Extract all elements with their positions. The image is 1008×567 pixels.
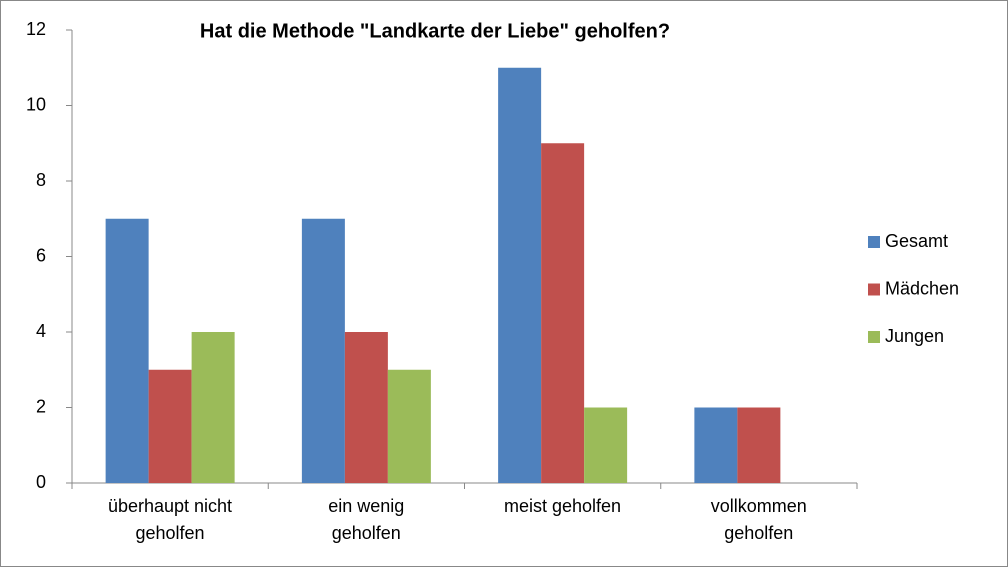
x-tick-label: vollkommen geholfen (710, 496, 807, 543)
y-tick-label: 8 (36, 170, 46, 190)
bar (301, 218, 345, 483)
x-tick-label: ein wenig geholfen (328, 496, 405, 543)
legend-label: Gesamt (885, 231, 948, 251)
y-tick-label: 0 (36, 472, 46, 492)
bar (105, 218, 149, 483)
y-tick-label: 2 (36, 396, 46, 416)
legend-label: Mädchen (885, 278, 959, 298)
bar (498, 67, 542, 483)
x-tick-label: meist geholfen (503, 496, 622, 516)
chart-title: Hat die Methode "Landkarte der Liebe" ge… (200, 20, 670, 42)
bar (344, 332, 388, 483)
bar (541, 143, 585, 483)
legend-swatch (868, 331, 880, 343)
bar (387, 369, 431, 483)
legend-swatch (868, 236, 880, 248)
y-tick-label: 12 (26, 19, 46, 39)
x-tick-label: überhaupt nicht geholfen (107, 496, 233, 543)
legend-label: Jungen (885, 326, 944, 346)
bar (737, 407, 781, 483)
bar (584, 407, 628, 483)
bar (191, 332, 235, 483)
bar (694, 407, 738, 483)
y-tick-label: 4 (36, 321, 46, 341)
bar (148, 369, 192, 483)
y-tick-label: 10 (26, 94, 46, 114)
legend-swatch (868, 283, 880, 296)
y-tick-label: 6 (36, 245, 46, 265)
